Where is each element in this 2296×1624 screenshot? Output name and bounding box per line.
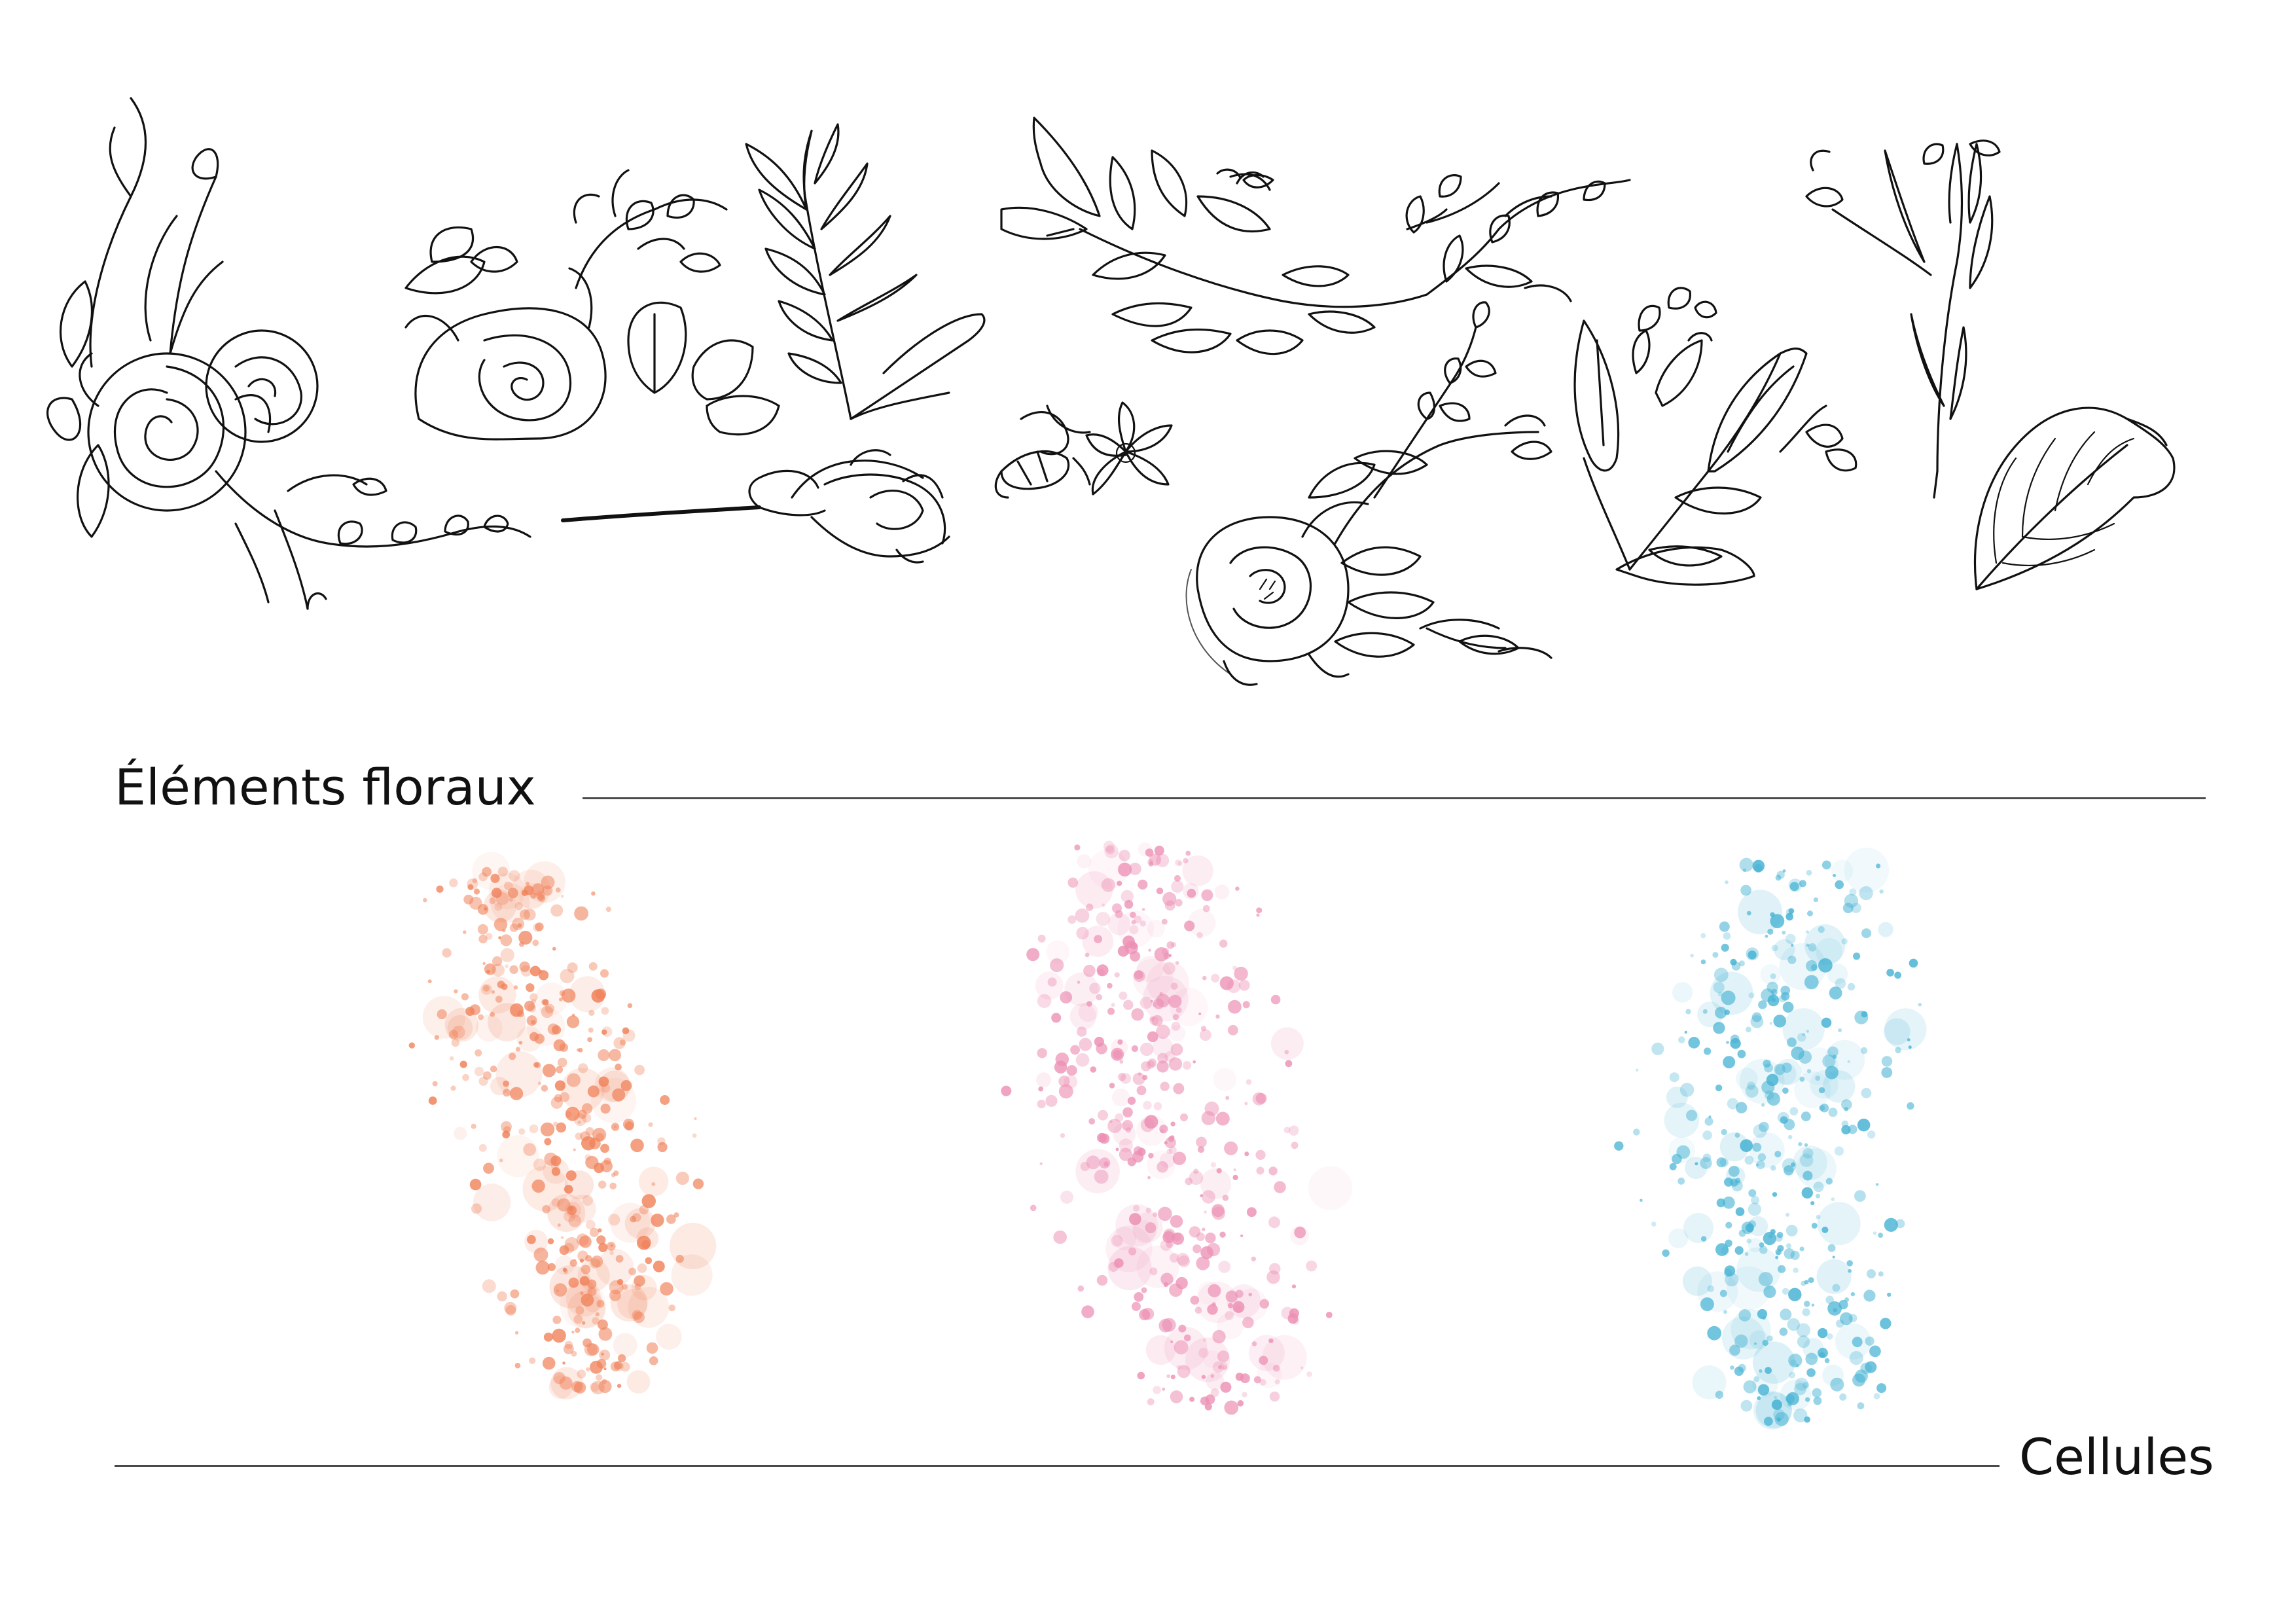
section-title-cells: Cellules xyxy=(2019,1428,2214,1486)
section-divider-floral xyxy=(583,797,2206,799)
wildflower-stem-icon xyxy=(1805,139,2001,499)
budding-twig-icon xyxy=(1373,301,1497,499)
rose-with-leaves-icon xyxy=(404,169,780,441)
pink-cell-cluster xyxy=(1001,840,1353,1415)
star-flower-icon xyxy=(1085,401,1173,496)
rose-bouquet-icon xyxy=(46,97,531,610)
bellflower-icon xyxy=(994,405,1091,499)
section-title-floral: Éléments floraux xyxy=(115,758,536,816)
heart-leaf-icon xyxy=(1973,406,2176,590)
leafy-branch-icon xyxy=(1000,117,1631,355)
blue-cell-cluster xyxy=(1614,847,1927,1430)
peony-bouquet-icon xyxy=(1185,414,1552,686)
lily-of-the-valley-icon xyxy=(1573,287,1857,586)
long-stem-rosebud-icon xyxy=(561,449,950,564)
section-divider-cells xyxy=(115,1465,2000,1467)
coral-cell-cluster xyxy=(408,852,717,1399)
fern-branch-icon xyxy=(745,123,986,420)
